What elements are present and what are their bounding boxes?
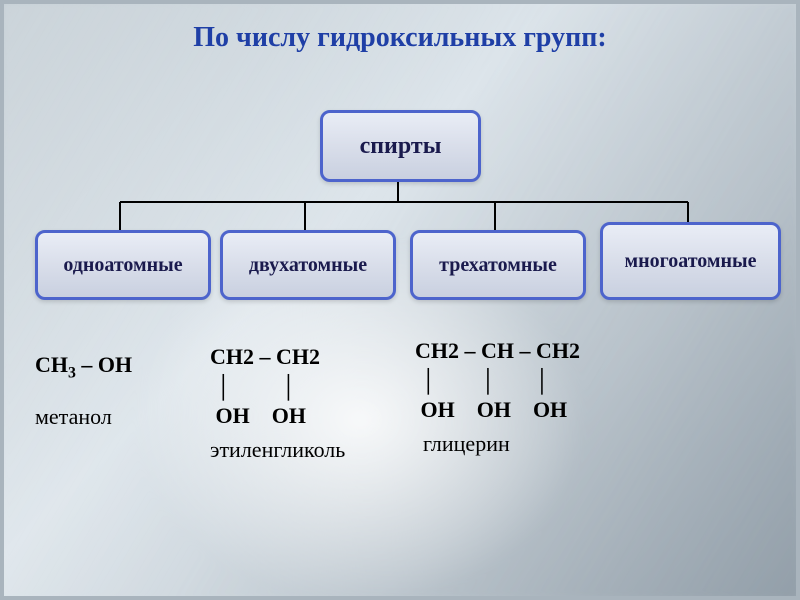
child-node-tri: трехатомные <box>410 230 586 300</box>
child-node-label: одноатомные <box>63 254 182 277</box>
root-node-alcohols: спирты <box>320 110 481 182</box>
formula-methanol-name: метанол <box>35 402 132 432</box>
formula-glycerin-line2: OH OH OH <box>415 395 580 425</box>
formula-glycerin-name: глицерин <box>423 429 580 459</box>
formula-glycol-name: этиленгликоль <box>210 435 345 465</box>
child-node-di: двухатомные <box>220 230 396 300</box>
formula-ethylene-glycol: CH2 – CH2 │ │ OH OH этиленгликоль <box>210 342 345 465</box>
formula-glycerin-bonds: │ │ │ <box>415 366 580 396</box>
oh-text: – OH <box>76 352 132 377</box>
child-node-poly: многоатомные <box>600 222 781 300</box>
slide: По числу гидроксильных групп: спирты одн… <box>0 0 800 600</box>
formula-glycol-line2: OH OH <box>210 401 345 431</box>
formula-glycol-line1: CH2 – CH2 <box>210 342 345 372</box>
background-blur <box>0 0 800 600</box>
spacer <box>35 380 132 402</box>
child-node-label: двухатомные <box>249 254 367 277</box>
formula-glycerin-line1: CH2 – CH – CH2 <box>415 336 580 366</box>
child-node-label: многоатомные <box>624 250 756 273</box>
child-node-label: трехатомные <box>439 254 557 277</box>
formula-glycerin: CH2 – CH – CH2 │ │ │ OH OH OH глицерин <box>415 336 580 459</box>
child-node-mono: одноатомные <box>35 230 211 300</box>
formula-glycol-bonds: │ │ <box>210 372 345 402</box>
root-node-label: спирты <box>360 133 442 160</box>
formula-methanol: CH3 – OH метанол <box>35 350 132 431</box>
formula-methanol-line1: CH3 – OH <box>35 350 132 380</box>
subscript-3: 3 <box>68 364 76 381</box>
slide-title: По числу гидроксильных групп: <box>0 22 800 54</box>
ch-text: CH <box>35 352 68 377</box>
